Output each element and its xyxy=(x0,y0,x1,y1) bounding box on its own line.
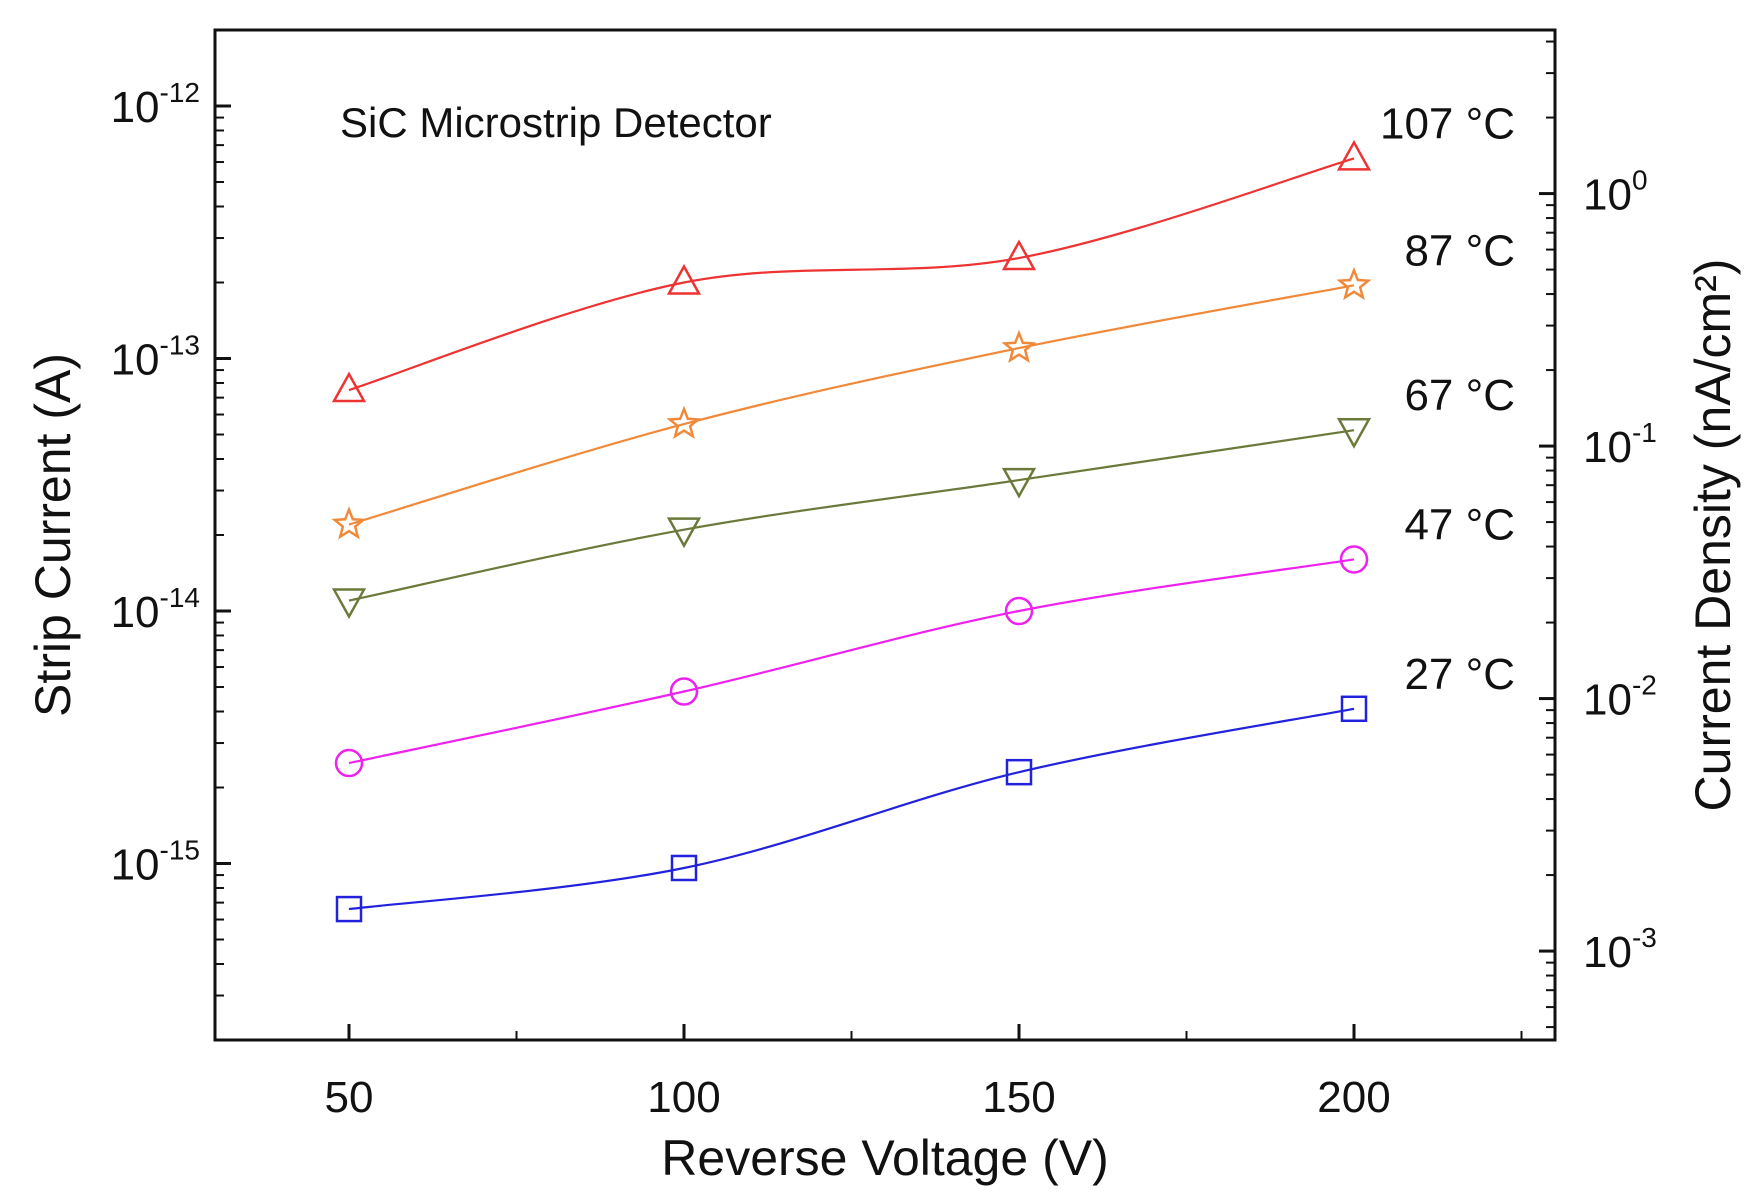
data-point xyxy=(669,677,699,706)
data-point xyxy=(1001,467,1037,499)
series-line xyxy=(348,558,1355,765)
data-point xyxy=(666,405,702,439)
series-layer: 107 °C 87 °C 67 °C 47 °C 27 °C xyxy=(331,99,1515,923)
data-point xyxy=(1340,695,1368,723)
y-axis-title: Strip Current (A) xyxy=(25,353,81,717)
series-label: 107 °C xyxy=(1380,99,1515,148)
x-tick-label: 50 xyxy=(325,1073,374,1122)
y-tick-label: 10-13 xyxy=(111,330,200,385)
series-label: 47 °C xyxy=(1404,500,1515,549)
data-point xyxy=(1005,758,1033,786)
x-axis-title: Reverse Voltage (V) xyxy=(661,1130,1108,1186)
data-point xyxy=(666,517,702,549)
y-tick-label: 10-15 xyxy=(111,835,200,890)
data-point xyxy=(1001,239,1037,271)
x-tick-label: 100 xyxy=(647,1073,720,1122)
series-87-c: 87 °C xyxy=(331,226,1515,540)
data-point xyxy=(1004,596,1034,626)
data-point xyxy=(1339,545,1369,574)
data-point xyxy=(334,748,364,778)
x-tick-label: 200 xyxy=(1317,1073,1390,1122)
series-line xyxy=(348,707,1355,911)
series-line xyxy=(348,429,1355,602)
axis-ticks: 50 100 150 200 10-12 10-13 10-14 10-15 100 10-1 10… xyxy=(111,40,1657,1122)
series-67-c: 67 °C xyxy=(331,371,1515,620)
y-tick-label: 10-14 xyxy=(111,582,200,637)
series-label: 87 °C xyxy=(1404,226,1515,275)
data-point xyxy=(1336,417,1372,449)
series-line xyxy=(348,284,1355,526)
data-point xyxy=(335,895,363,923)
series-107-c: 107 °C xyxy=(331,99,1515,403)
y2-tick-label: 10-1 xyxy=(1583,417,1657,472)
data-point xyxy=(670,854,698,882)
plot-frame xyxy=(213,28,1557,1042)
data-point xyxy=(1001,329,1037,363)
data-point xyxy=(666,263,702,295)
series-27-c: 27 °C xyxy=(335,650,1515,923)
data-point xyxy=(331,371,367,403)
series-47-c: 47 °C xyxy=(334,500,1515,778)
x-tick-label: 150 xyxy=(982,1073,1055,1122)
data-point xyxy=(331,588,367,620)
data-point xyxy=(331,506,367,540)
data-point xyxy=(1336,266,1372,301)
chart-annotation: SiC Microstrip Detector xyxy=(340,99,772,146)
y2-tick-label: 10-3 xyxy=(1583,922,1657,977)
y-tick-label: 10-12 xyxy=(111,77,200,132)
series-label: 27 °C xyxy=(1404,650,1515,699)
data-point xyxy=(1336,139,1372,171)
y2-axis-title: Current Density (nA/cm²) xyxy=(1685,259,1741,812)
series-label: 67 °C xyxy=(1404,371,1515,420)
y2-tick-label: 100 xyxy=(1583,165,1648,220)
y2-tick-label: 10-2 xyxy=(1583,670,1657,725)
series-line xyxy=(348,157,1355,392)
